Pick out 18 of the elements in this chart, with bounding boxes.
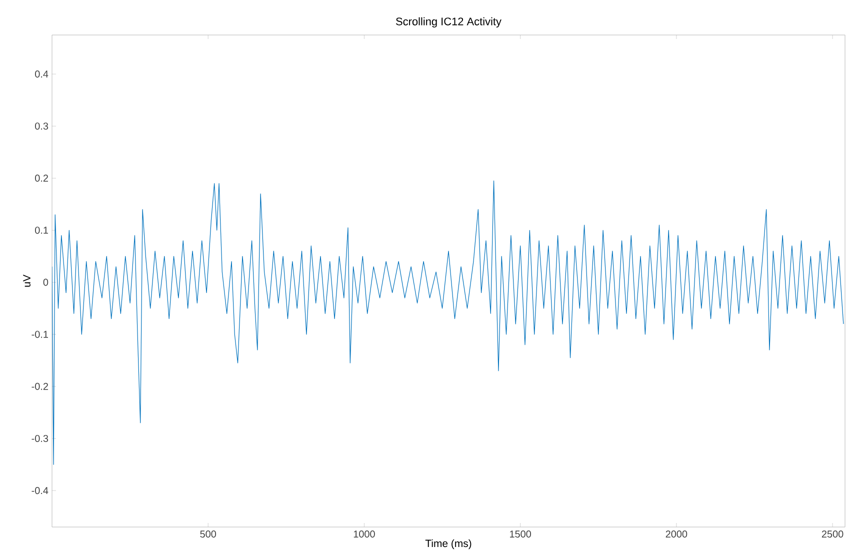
x-tick-label: 2500 bbox=[822, 530, 844, 538]
x-tick-label: 1500 bbox=[510, 530, 532, 538]
y-tick-label: 0.1 bbox=[35, 226, 48, 234]
y-tick-label: -0.4 bbox=[32, 487, 48, 494]
y-tick-label: -0.2 bbox=[32, 382, 48, 390]
chart-title: Scrolling IC12 Activity bbox=[396, 17, 502, 28]
y-tick-label: -0.1 bbox=[32, 330, 48, 338]
y-tick-label: 0 bbox=[43, 278, 48, 286]
x-tick-label: 2000 bbox=[666, 530, 688, 538]
y-tick-label: 0.4 bbox=[35, 70, 48, 78]
y-axis-title: uV bbox=[23, 274, 30, 287]
y-tick-label: 0.3 bbox=[35, 122, 48, 130]
x-tick-label: 1000 bbox=[354, 530, 375, 538]
y-tick-label: -0.3 bbox=[32, 434, 48, 442]
x-tick-label: 500 bbox=[200, 530, 216, 538]
x-axis-title: Time (ms) bbox=[425, 539, 472, 550]
line-series bbox=[52, 180, 844, 465]
y-tick-label: 0.2 bbox=[35, 174, 48, 182]
